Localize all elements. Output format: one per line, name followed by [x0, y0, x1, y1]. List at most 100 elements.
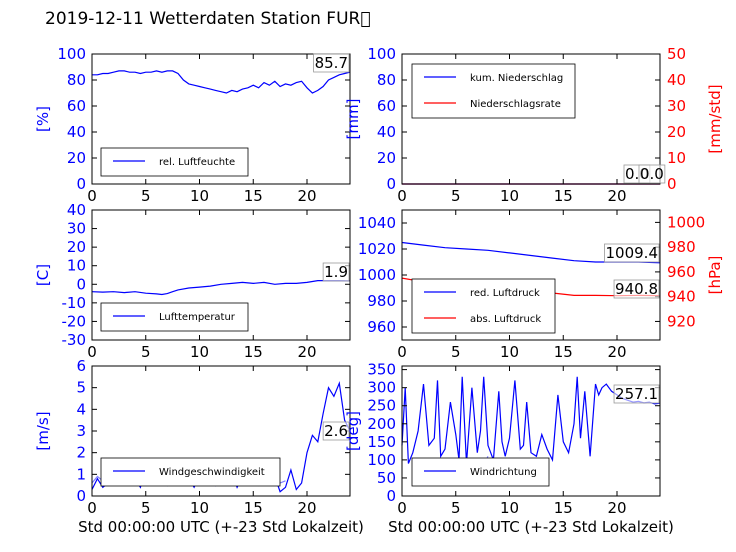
- y-tick-label: 40: [377, 123, 396, 141]
- y-tick-label: 960: [367, 318, 396, 336]
- legend: Windgeschwindigkeit: [100, 457, 281, 487]
- legend-box: [100, 147, 249, 177]
- series-line-0: [91, 280, 351, 296]
- legend-box: [100, 457, 281, 487]
- current-value-box: [322, 262, 350, 282]
- y2-tick-label: 960: [667, 263, 696, 281]
- y-tick-label: 1000: [358, 266, 396, 284]
- current-value-label: 257.1: [615, 385, 658, 403]
- current-value-label: 2.6: [324, 422, 348, 440]
- x-tick-label: 20: [607, 343, 626, 361]
- y-tick-label: 200: [367, 415, 396, 433]
- legend-entry: red. Luftdruck: [470, 288, 540, 299]
- plot-frame: [401, 53, 661, 185]
- y2-tick-label: 0: [667, 175, 677, 193]
- y-tick-label: 1020: [358, 240, 396, 258]
- current-value-box: [313, 53, 350, 73]
- current-value-box: [613, 384, 660, 404]
- current-value-label: 1009.4: [606, 244, 659, 262]
- y-tick-label: 30: [67, 220, 86, 238]
- y-axis-label: [mm]: [344, 99, 362, 140]
- x-tick-label: 15: [554, 499, 573, 517]
- legend-entry: kum. Niederschlag: [470, 73, 563, 84]
- y2-axis-label: [hPa]: [706, 256, 724, 295]
- y-axis-label: [m/s]: [34, 411, 52, 450]
- current-value-label: 940.8: [615, 280, 658, 298]
- y2-tick-label: 20: [667, 123, 686, 141]
- current-value-label: 85.7: [315, 54, 348, 72]
- y2-tick-label: 980: [667, 238, 696, 256]
- x-tick-label: 0: [87, 187, 97, 205]
- legend-entry: Windgeschwindigkeit: [159, 467, 265, 478]
- y-tick-label: 4: [76, 400, 86, 418]
- x-tick-label: 0: [397, 499, 407, 517]
- x-tick-label: 5: [141, 343, 151, 361]
- legend: rel. Luftfeuchte: [100, 147, 249, 177]
- y-tick-label: -30: [62, 331, 87, 349]
- y-axis-label: [%]: [34, 106, 52, 132]
- y2-tick-label: 1000: [667, 213, 705, 231]
- legend: kum. Niederschlag Niederschlagsrate: [411, 63, 576, 119]
- legend-box: [411, 278, 556, 334]
- y-axis-label: [C]: [34, 264, 52, 286]
- plot-frame: [91, 209, 351, 341]
- y2-tick-label: 50: [667, 45, 686, 63]
- legend-box: [411, 457, 550, 487]
- legend: Windrichtung: [411, 457, 550, 487]
- x-tick-label: 10: [500, 499, 519, 517]
- x-tick-label: 5: [451, 187, 461, 205]
- y-tick-label: 20: [67, 238, 86, 256]
- legend-box: [411, 63, 576, 119]
- y2-tick-label: 10: [667, 149, 686, 167]
- y-tick-label: 40: [67, 201, 86, 219]
- y-tick-label: 300: [367, 379, 396, 397]
- plot-frame: [91, 53, 351, 185]
- x-tick-label: 0: [397, 343, 407, 361]
- current-value-label: 0.0: [640, 165, 664, 183]
- figure-title: 2019-12-11 Wetterdaten Station FUR : [45, 9, 371, 29]
- current-value-box: [604, 243, 660, 263]
- y-tick-label: 20: [377, 149, 396, 167]
- chart-humidity: 0 5 10 15 20 0 20 40 60 80 100 [%] rel. Luftfeuchte 8…: [34, 45, 351, 205]
- legend: Lufttemperatur: [100, 302, 249, 332]
- x-tick-label: 10: [190, 499, 209, 517]
- y-tick-label: 0: [76, 175, 86, 193]
- y-tick-label: 80: [377, 71, 396, 89]
- y-tick-label: 60: [377, 97, 396, 115]
- y-tick-label: -20: [62, 312, 87, 330]
- series-line-0: [92, 70, 351, 94]
- y-tick-label: 0: [76, 487, 86, 505]
- legend-entry: abs. Luftdruck: [470, 314, 541, 325]
- y-tick-label: 150: [367, 433, 396, 451]
- x-tick-label: 10: [190, 187, 209, 205]
- y-tick-label: 0: [386, 487, 396, 505]
- legend: red. Luftdruck abs. Luftdruck: [411, 278, 556, 334]
- y2-tick-label: 40: [667, 71, 686, 89]
- x-tick-label: 5: [141, 499, 151, 517]
- y-tick-label: 80: [67, 71, 86, 89]
- y-tick-label: -10: [62, 294, 87, 312]
- x-tick-label: 20: [607, 499, 626, 517]
- legend-entry: rel. Luftfeuchte: [159, 157, 235, 168]
- y-tick-label: 350: [367, 361, 396, 379]
- y2-tick-label: 30: [667, 97, 686, 115]
- y-tick-label: 10: [67, 257, 86, 275]
- legend-entry: Niederschlagsrate: [470, 99, 561, 110]
- x-tick-label: 5: [451, 499, 461, 517]
- y2-axis-label: [mm/std]: [706, 84, 724, 153]
- x-tick-label: 15: [244, 343, 263, 361]
- x-tick-label: 15: [554, 343, 573, 361]
- current-value-box: [613, 279, 660, 299]
- legend-entry: Lufttemperatur: [159, 312, 236, 323]
- chart-temperature: 0 5 10 15 20-30-20-10010203040[C]Lufttempera…: [34, 201, 351, 361]
- x-tick-label: 10: [190, 343, 209, 361]
- x-tick-label: 15: [554, 187, 573, 205]
- y-axis-label: [deg]: [344, 411, 362, 451]
- y-tick-label: 250: [367, 397, 396, 415]
- y-tick-label: 20: [67, 149, 86, 167]
- y-tick-label: 980: [367, 292, 396, 310]
- x-tick-label: 0: [87, 499, 97, 517]
- x-tick-label: 20: [607, 187, 626, 205]
